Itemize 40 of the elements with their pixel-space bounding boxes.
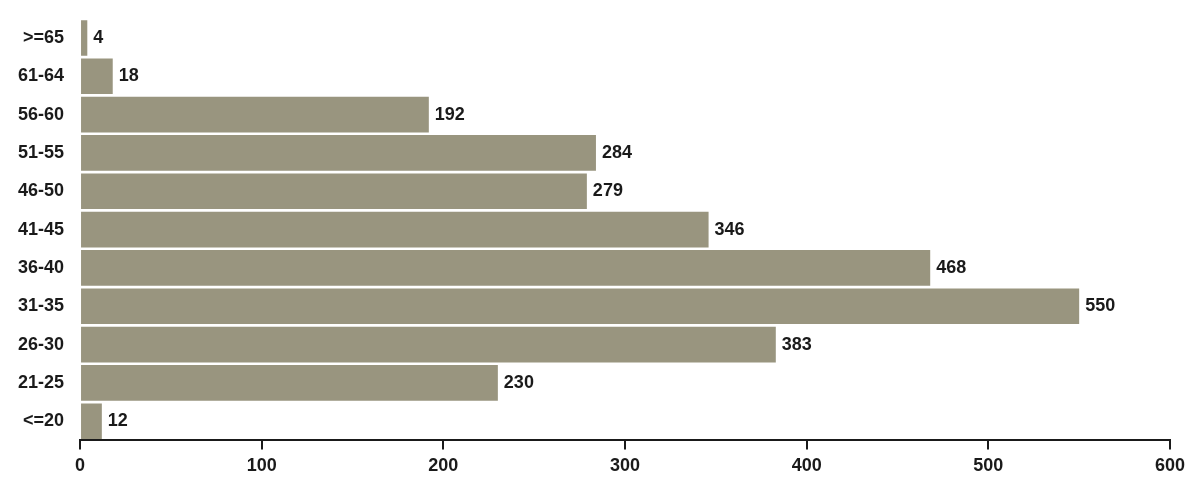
bar xyxy=(81,403,102,440)
x-tick-label: 500 xyxy=(973,455,1004,476)
bar xyxy=(81,326,776,363)
bar xyxy=(81,288,1080,325)
data-label: 468 xyxy=(936,256,967,277)
x-tick-label: 300 xyxy=(610,455,641,476)
y-tick-label: 26-30 xyxy=(17,333,65,354)
bar xyxy=(81,96,429,133)
data-label: 550 xyxy=(1085,295,1116,316)
data-label: 230 xyxy=(503,371,534,392)
data-label: 279 xyxy=(592,180,623,201)
y-tick-label: 56-60 xyxy=(17,103,65,124)
bar xyxy=(81,250,931,286)
data-label: 4 xyxy=(93,26,104,47)
bar xyxy=(81,20,88,56)
x-tick-label: 400 xyxy=(791,455,822,476)
y-tick-label: 36-40 xyxy=(17,256,65,277)
y-tick-label: 46-50 xyxy=(17,180,65,201)
data-label: 346 xyxy=(714,218,745,239)
bar xyxy=(81,135,596,171)
bar xyxy=(81,58,113,95)
y-tick-label: 51-55 xyxy=(17,141,65,162)
y-tick-label: <=20 xyxy=(22,410,65,431)
data-label: 12 xyxy=(107,410,128,431)
data-label: 192 xyxy=(434,103,465,124)
bar xyxy=(81,173,587,210)
y-tick-label: 31-35 xyxy=(17,295,65,316)
x-tick-label: 100 xyxy=(246,455,277,476)
y-tick-label: >=65 xyxy=(22,26,65,47)
y-tick-label: 21-25 xyxy=(17,371,65,392)
data-label: 383 xyxy=(781,333,812,354)
y-tick-label: 61-64 xyxy=(17,65,65,86)
data-label: 18 xyxy=(118,65,139,86)
data-label: 284 xyxy=(601,141,632,162)
x-tick-label: 200 xyxy=(428,455,459,476)
bar xyxy=(81,365,498,401)
y-tick-label: 41-45 xyxy=(17,218,65,239)
bar xyxy=(81,211,709,248)
x-tick-label: 0 xyxy=(75,455,86,476)
x-tick-label: 600 xyxy=(1154,455,1186,476)
